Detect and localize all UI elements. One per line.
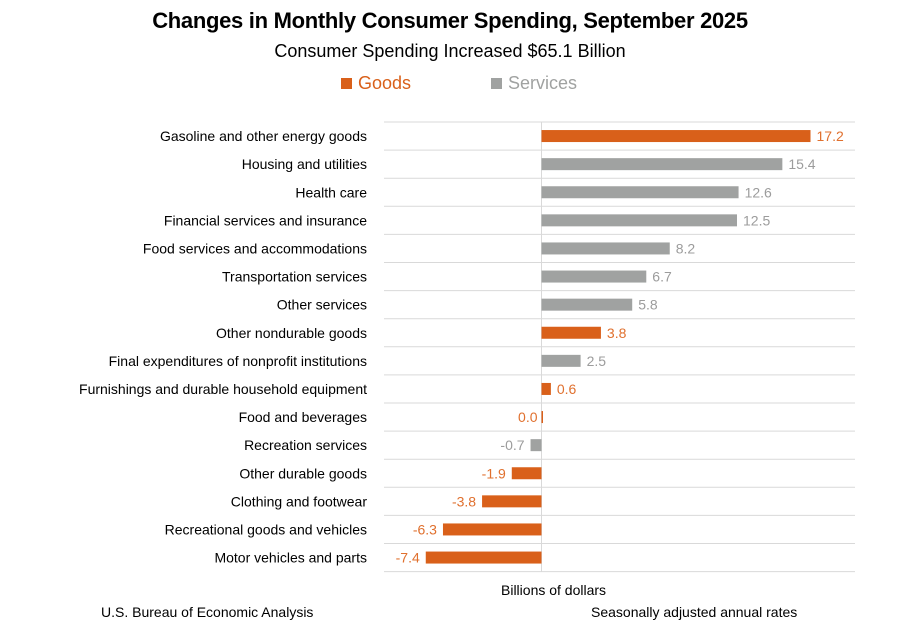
data-label: 17.2	[817, 128, 844, 144]
bar	[541, 298, 633, 311]
category-label: Gasoline and other energy goods	[160, 128, 367, 144]
category-label: Recreation services	[244, 437, 367, 453]
data-label: 2.5	[587, 353, 607, 369]
category-label: Health care	[295, 184, 367, 200]
category-label: Food services and accommodations	[143, 240, 367, 256]
category-label: Recreational goods and vehicles	[165, 521, 367, 537]
bar	[511, 467, 542, 480]
data-label: 0.6	[557, 381, 577, 397]
category-label: Motor vehicles and parts	[214, 550, 367, 566]
chart-title: Changes in Monthly Consumer Spending, Se…	[152, 8, 748, 33]
bar	[541, 354, 581, 367]
data-label: 6.7	[652, 269, 672, 285]
bar	[541, 158, 783, 171]
category-label: Other durable goods	[239, 465, 367, 481]
data-label: -6.3	[413, 521, 437, 537]
bar	[442, 523, 542, 536]
bar	[530, 439, 542, 452]
chart-subtitle: Consumer Spending Increased $65.1 Billio…	[274, 41, 626, 61]
bar	[541, 270, 647, 283]
category-label: Transportation services	[222, 269, 367, 285]
x-axis-label: Billions of dollars	[501, 582, 607, 598]
legend-label-services: Services	[508, 73, 578, 93]
bar	[541, 411, 543, 424]
bar	[541, 326, 601, 339]
bar	[541, 186, 739, 199]
data-label: 3.8	[607, 325, 627, 341]
data-label: -0.7	[500, 437, 524, 453]
bar	[482, 495, 542, 508]
legend-swatch-goods	[341, 78, 352, 89]
category-label: Furnishings and durable household equipm…	[79, 381, 367, 397]
data-label: -7.4	[396, 550, 420, 566]
category-label: Housing and utilities	[242, 156, 367, 172]
data-label: 12.5	[743, 212, 770, 228]
category-label: Financial services and insurance	[164, 212, 367, 228]
legend-label-goods: Goods	[358, 73, 412, 93]
legend-item-services: Services	[491, 73, 577, 94]
legend-swatch-services	[491, 78, 502, 89]
data-label: 8.2	[676, 240, 696, 256]
category-label: Other nondurable goods	[216, 325, 367, 341]
category-label: Food and beverages	[239, 409, 367, 425]
data-label: 0.0	[518, 409, 538, 425]
seasonal-note: Seasonally adjusted annual rates	[591, 604, 798, 620]
data-label: 12.6	[745, 184, 772, 200]
legend-item-goods: Goods	[341, 73, 411, 94]
bar	[541, 214, 737, 227]
data-label: 15.4	[788, 156, 815, 172]
category-label: Final expenditures of nonprofit institut…	[109, 353, 367, 369]
bar	[541, 130, 811, 143]
bar	[541, 382, 551, 395]
data-label: 5.8	[638, 297, 658, 313]
bar	[425, 551, 542, 564]
category-label: Other services	[277, 297, 367, 313]
bar	[541, 242, 670, 255]
source-note: U.S. Bureau of Economic Analysis	[101, 604, 314, 620]
data-label: -1.9	[482, 465, 506, 481]
data-label: -3.8	[452, 493, 476, 509]
category-label: Clothing and footwear	[231, 493, 368, 509]
